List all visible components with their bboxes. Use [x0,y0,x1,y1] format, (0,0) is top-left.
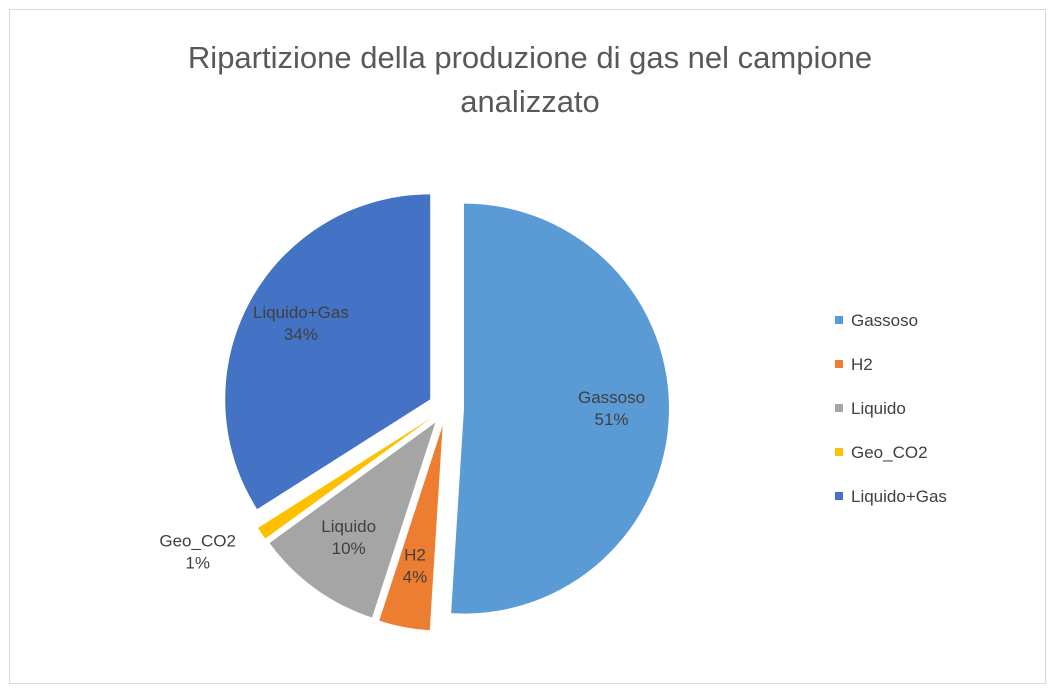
data-label-name: Liquido [321,517,376,536]
data-label-name: Gassoso [578,388,645,407]
legend-label: Liquido [851,399,906,418]
pie-slice [258,418,432,539]
data-label-name: Liquido+Gas [253,303,349,322]
legend-swatch [835,492,843,500]
data-label-value: 34% [284,325,318,344]
legend-label: Liquido+Gas [851,487,947,506]
pie-slice [379,425,443,631]
pie-slice [451,203,669,614]
chart-title: Ripartizione della produzione di gas nel… [187,40,873,119]
pie-slice [225,194,431,510]
data-label-value: 1% [185,553,210,572]
data-label-value: 51% [595,410,629,429]
data-label: H2 4% [403,546,428,587]
legend-label: Gassoso [851,311,918,330]
legend-swatch [835,404,843,412]
legend-swatch [835,448,843,456]
legend-swatch [835,360,843,368]
legend-swatch [835,316,843,324]
legend-label: H2 [851,355,873,374]
legend-label: Geo_CO2 [851,443,928,462]
data-label-value: 4% [403,568,428,587]
chart-frame [9,9,1046,684]
data-label-value: 10% [332,539,366,558]
data-label-name: Geo_CO2 [159,531,236,550]
data-label-name: H2 [404,546,426,565]
data-label: Geo_CO2 1% [159,531,236,572]
data-label: Gassoso 51% [578,388,645,429]
data-label: Liquido+Gas 34% [253,303,349,344]
data-label: Liquido 10% [321,517,376,558]
pie-slice [269,422,436,618]
